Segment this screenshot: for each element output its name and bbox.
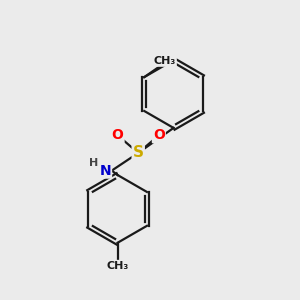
Text: S: S bbox=[133, 146, 144, 160]
Text: CH₃: CH₃ bbox=[106, 261, 129, 271]
Text: CH₃: CH₃ bbox=[154, 56, 176, 66]
Text: O: O bbox=[153, 128, 165, 142]
Text: H: H bbox=[89, 158, 99, 168]
Text: N: N bbox=[99, 164, 111, 178]
Text: O: O bbox=[112, 128, 124, 142]
